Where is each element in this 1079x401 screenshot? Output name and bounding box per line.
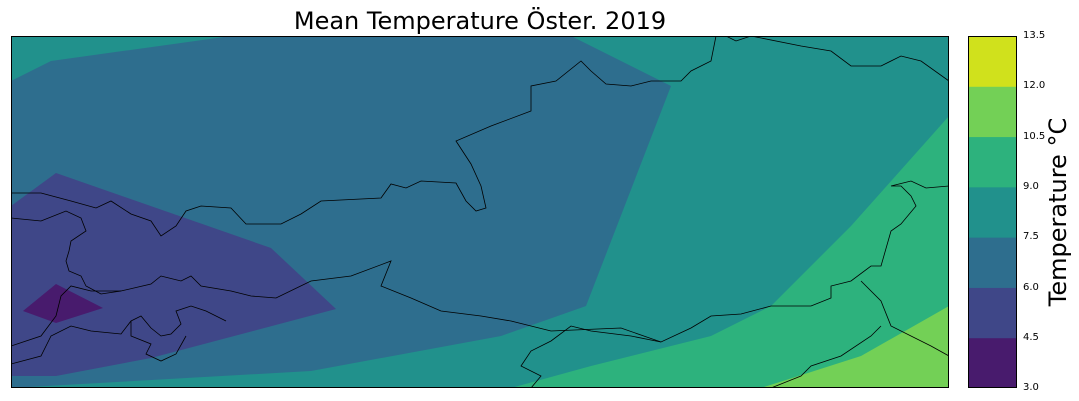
colorbar-band — [968, 186, 1017, 238]
colorbar-tick: 13.5 — [1023, 30, 1046, 41]
colorbar-band — [968, 337, 1017, 388]
colorbar-tick: 4.5 — [1023, 332, 1039, 343]
colorbar-label: Temperature °C — [1044, 117, 1072, 307]
colorbar-tick: 3.0 — [1023, 382, 1039, 393]
colorbar-band — [968, 136, 1017, 188]
contour-band-10-5-12-0 — [761, 306, 949, 388]
contour-band-3-0-4-5 — [23, 284, 103, 323]
colorbar-tick: 7.5 — [1023, 231, 1039, 242]
map-title: Mean Temperature Öster. 2019 — [293, 7, 667, 35]
country-border-east — [860, 280, 949, 357]
contour-band-4-5-6-0 — [11, 173, 336, 376]
country-border-southwest — [11, 305, 227, 365]
country-border-ne — [716, 36, 949, 82]
temperature-contour-map — [11, 36, 949, 388]
country-border-sw-lower — [130, 321, 187, 362]
colorbar-band — [968, 86, 1017, 138]
colorbar-band — [968, 36, 1017, 87]
country-border-southeast — [520, 325, 662, 388]
colorbar-tick: 9.0 — [1023, 181, 1039, 192]
country-border-se-lower — [770, 325, 882, 388]
colorbar-band — [968, 237, 1017, 288]
country-border-north — [11, 36, 717, 237]
country-border-west-inner — [11, 210, 122, 295]
colorbar-band — [968, 287, 1017, 339]
colorbar-tick: 12.0 — [1023, 80, 1046, 91]
country-border-south — [11, 180, 949, 347]
contour-band-9-0-10-5 — [511, 116, 949, 388]
colorbar-tick: 6.0 — [1023, 282, 1039, 293]
colorbar — [968, 36, 1017, 388]
border-lines — [11, 36, 949, 388]
colorbar-tick: 10.5 — [1023, 131, 1046, 142]
